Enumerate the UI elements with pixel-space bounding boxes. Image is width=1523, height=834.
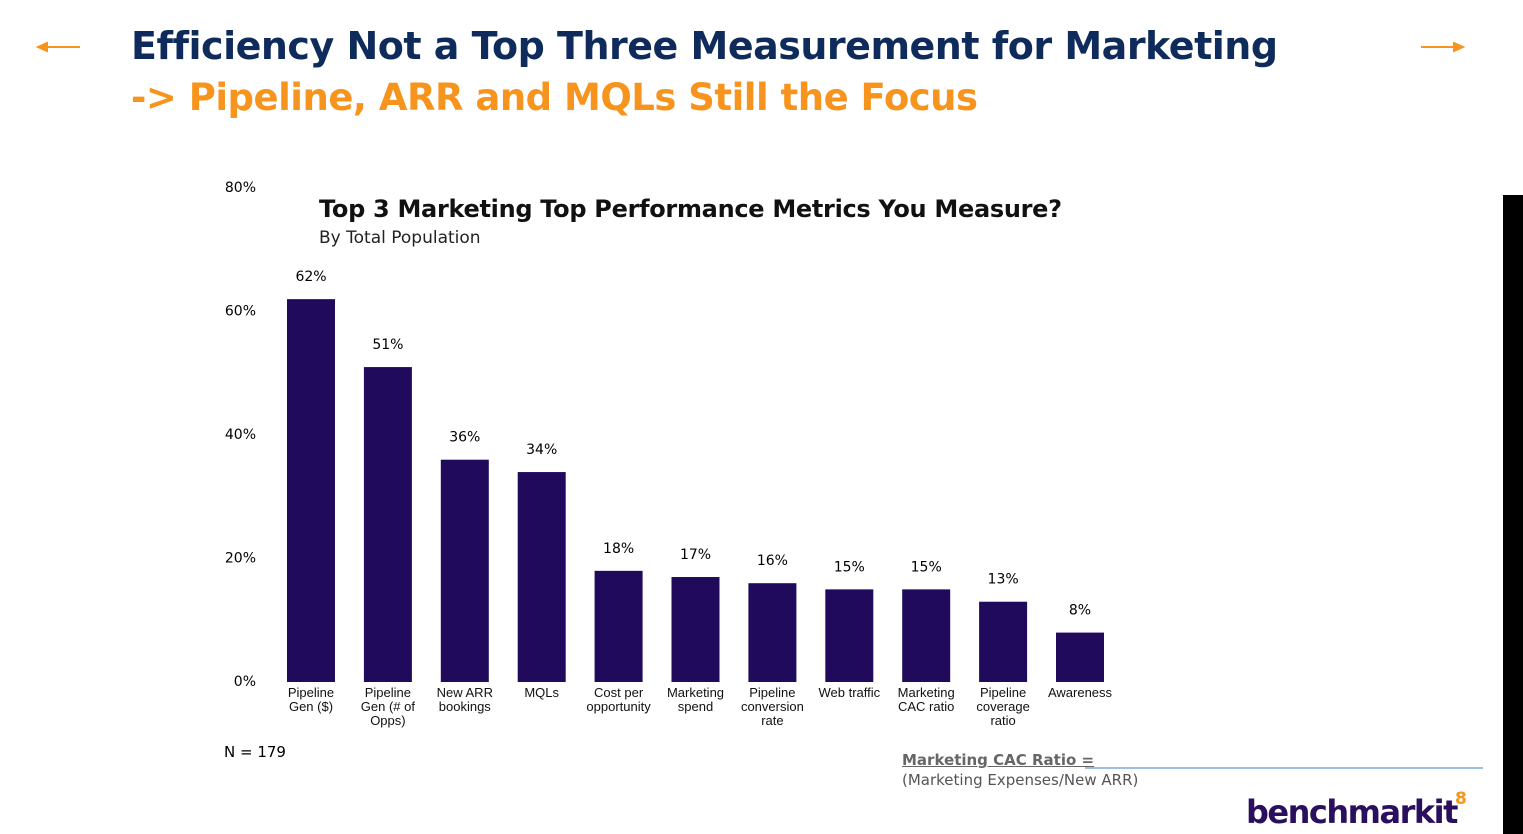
value-label: 34% xyxy=(526,442,557,458)
y-tick-label: 0% xyxy=(234,674,256,690)
bar xyxy=(825,589,874,682)
x-tick-label: New ARR bookings xyxy=(436,685,493,714)
right-arrow xyxy=(1421,41,1466,53)
value-label: 51% xyxy=(372,337,403,353)
value-label: 36% xyxy=(449,430,480,446)
bar xyxy=(902,589,951,682)
bar xyxy=(517,472,566,682)
x-tick-label: MQLs xyxy=(524,685,560,700)
left-arrow xyxy=(35,41,80,53)
value-label: 15% xyxy=(911,559,942,575)
value-label: 13% xyxy=(988,572,1019,588)
value-label: 17% xyxy=(680,547,711,563)
footnote-text: (Marketing Expenses/New ARR) xyxy=(902,771,1139,789)
value-label: 62% xyxy=(295,269,326,285)
chart-subtitle: By Total Population xyxy=(319,228,481,248)
y-tick-label: 40% xyxy=(225,427,256,443)
x-tick-label: Marketing spend xyxy=(666,685,725,714)
value-label: 15% xyxy=(834,559,865,575)
slide-subtitle: -> Pipeline, ARR and MQLs Still the Focu… xyxy=(131,76,978,119)
x-tick-label: Cost per opportunity xyxy=(586,685,651,714)
sample-note: N = 179 xyxy=(224,743,286,761)
x-tick-label: Web traffic xyxy=(818,685,881,700)
value-label: 16% xyxy=(757,553,788,569)
x-tick-label: Marketing CAC ratio xyxy=(897,685,955,714)
chart-title: Top 3 Marketing Top Performance Metrics … xyxy=(319,195,1062,223)
y-tick-label: 80% xyxy=(225,180,256,196)
bar xyxy=(363,367,412,682)
footnote-heading: Marketing CAC Ratio = xyxy=(902,751,1095,769)
y-tick-label: 60% xyxy=(225,304,256,320)
value-label: 8% xyxy=(1069,603,1091,619)
side-bar xyxy=(1503,195,1523,834)
logo: benchmarkit xyxy=(1246,793,1458,831)
x-tick-label: Awareness xyxy=(1047,685,1113,700)
bar xyxy=(594,570,643,682)
x-tick-label: Pipeline Gen ($) xyxy=(287,685,335,714)
bar xyxy=(748,583,797,682)
x-tick-label: Pipeline conversion rate xyxy=(740,685,804,728)
bar xyxy=(671,577,720,682)
x-tick-label: Pipeline coverage ratio xyxy=(976,685,1030,728)
bar xyxy=(440,459,489,682)
x-tick-label: Pipeline Gen (# of Opps) xyxy=(360,685,415,728)
y-tick-label: 20% xyxy=(225,551,256,567)
bar xyxy=(287,299,335,682)
bar xyxy=(1056,632,1104,682)
page-number: 8 xyxy=(1455,789,1467,809)
bar xyxy=(979,601,1028,682)
value-label: 18% xyxy=(603,541,634,557)
slide-title: Efficiency Not a Top Three Measurement f… xyxy=(131,24,1278,68)
